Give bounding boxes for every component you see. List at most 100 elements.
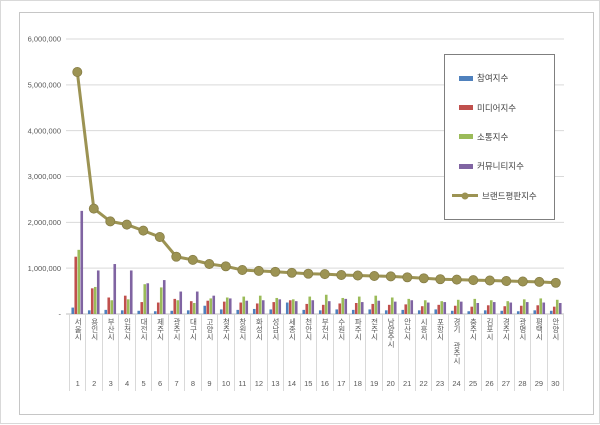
- bar-소통지수: [456, 299, 460, 314]
- bar-커뮤니티지수: [542, 302, 546, 314]
- bar-소통지수: [357, 296, 361, 314]
- bar-커뮤니티지수: [311, 300, 315, 314]
- bar-커뮤니티지수: [476, 303, 480, 314]
- legend: 참여지수 미디어지수 소통지수 커뮤니티지수 브랜드평판지수: [444, 54, 555, 220]
- bar-미디어지수: [387, 304, 391, 314]
- bar-참여지수: [401, 309, 405, 314]
- bar-소통지수: [159, 287, 163, 314]
- marker-브랜드평판지수: [418, 273, 429, 284]
- bar-미디어지수: [305, 303, 309, 314]
- category-rank: 6: [157, 379, 163, 388]
- category-cell: 경주시 27: [498, 314, 515, 391]
- category-name: 세종시: [287, 318, 297, 341]
- category-cell: 안산시 21: [399, 314, 416, 391]
- bar-참여지수: [252, 308, 256, 314]
- bar-참여지수: [104, 309, 108, 314]
- bar-미디어지수: [123, 295, 127, 314]
- bar-소통지수: [291, 299, 295, 314]
- bar-참여지수: [120, 310, 124, 314]
- legend-line-marker: [461, 192, 469, 200]
- category-cell: 남양주시 20: [383, 314, 400, 391]
- category-rank: 25: [468, 379, 478, 388]
- bar-참여지수: [285, 302, 289, 314]
- category-cell: 청주시 10: [218, 314, 235, 391]
- category-cell: 시흥시 22: [416, 314, 433, 391]
- bar-커뮤니티지수: [129, 270, 133, 314]
- category-rank: 2: [92, 379, 97, 388]
- bar-미디어지수: [156, 302, 160, 314]
- bar-미디어지수: [420, 306, 424, 314]
- marker-브랜드평판지수: [484, 275, 495, 286]
- category-name: 남양주시: [386, 318, 396, 348]
- bar-커뮤니티지수: [558, 303, 562, 314]
- bar-참여지수: [500, 310, 504, 314]
- category-rank: 16: [320, 379, 329, 388]
- category-cell: 창원시 11: [235, 314, 252, 391]
- bar-커뮤니티지수: [294, 301, 298, 314]
- marker-브랜드평판지수: [121, 219, 132, 230]
- legend-label: 참여지수: [477, 73, 509, 84]
- category-name: 경기 광주시: [452, 318, 462, 365]
- bar-참여지수: [351, 309, 355, 314]
- legend-item: 소통지수: [445, 131, 554, 143]
- marker-브랜드평판지수: [435, 274, 446, 285]
- bar-커뮤니티지수: [113, 264, 117, 314]
- bar-커뮤니티지수: [393, 301, 397, 314]
- bar-소통지수: [77, 249, 81, 314]
- category-cell: 김포시 26: [482, 314, 499, 391]
- bar-참여지수: [153, 311, 157, 314]
- bar-참여지수: [302, 309, 306, 314]
- category-cell: 성남시 13: [268, 314, 285, 391]
- bar-소통지수: [176, 300, 180, 314]
- bar-소통지수: [522, 299, 526, 314]
- bar-미디어지수: [486, 305, 490, 314]
- bar-참여지수: [483, 310, 487, 314]
- category-cell: 평택시 29: [531, 314, 548, 391]
- bar-미디어지수: [536, 305, 540, 314]
- bar-참여지수: [549, 310, 553, 314]
- category-rank: 17: [337, 379, 346, 388]
- marker-브랜드평판지수: [468, 275, 479, 286]
- category-name: 파주시: [353, 318, 363, 341]
- category-name: 경주시: [501, 318, 511, 341]
- marker-브랜드평판지수: [385, 271, 396, 282]
- y-tick-label: 1,000,000: [28, 264, 61, 273]
- bar-커뮤니티지수: [344, 298, 348, 314]
- y-tick-label: -: [59, 310, 62, 319]
- bar-커뮤니티지수: [245, 300, 249, 314]
- marker-브랜드평판지수: [105, 216, 116, 227]
- bar-미디어지수: [338, 303, 342, 314]
- marker-브랜드평판지수: [204, 259, 215, 269]
- bar-소통지수: [126, 299, 130, 314]
- bar-소통지수: [242, 296, 246, 314]
- bar-참여지수: [516, 311, 520, 314]
- bar-커뮤니티지수: [492, 302, 496, 314]
- category-rank: 23: [435, 379, 445, 388]
- bar-소통지수: [489, 300, 493, 314]
- bar-소통지수: [506, 301, 510, 314]
- bar-커뮤니티지수: [162, 280, 166, 314]
- bar-소통지수: [555, 299, 559, 314]
- category-rank: 11: [238, 379, 247, 388]
- bar-소통지수: [473, 298, 477, 314]
- bar-미디어지수: [470, 306, 474, 314]
- marker-브랜드평판지수: [154, 232, 165, 242]
- category-name: 충주시: [468, 318, 478, 341]
- y-tick-label: 5,000,000: [28, 80, 61, 89]
- bar-미디어지수: [321, 304, 325, 314]
- category-name: 고양시: [205, 318, 215, 341]
- bar-미디어지수: [288, 300, 292, 314]
- legend-item: 브랜드평판지수: [445, 190, 554, 202]
- marker-브랜드평판지수: [286, 267, 297, 278]
- y-tick-label: 4,000,000: [28, 126, 61, 135]
- bar-미디어지수: [437, 304, 441, 314]
- bar-커뮤니티지수: [410, 300, 414, 314]
- bar-참여지수: [219, 309, 223, 314]
- bar-커뮤니티지수: [525, 302, 529, 314]
- category-name: 광명시: [518, 318, 528, 341]
- marker-브랜드평판지수: [319, 269, 330, 280]
- bar-미디어지수: [255, 303, 259, 314]
- category-cell: 고양시 9: [202, 314, 219, 391]
- category-cell: 광주시 7: [169, 314, 186, 391]
- category-rank: 5: [141, 379, 146, 388]
